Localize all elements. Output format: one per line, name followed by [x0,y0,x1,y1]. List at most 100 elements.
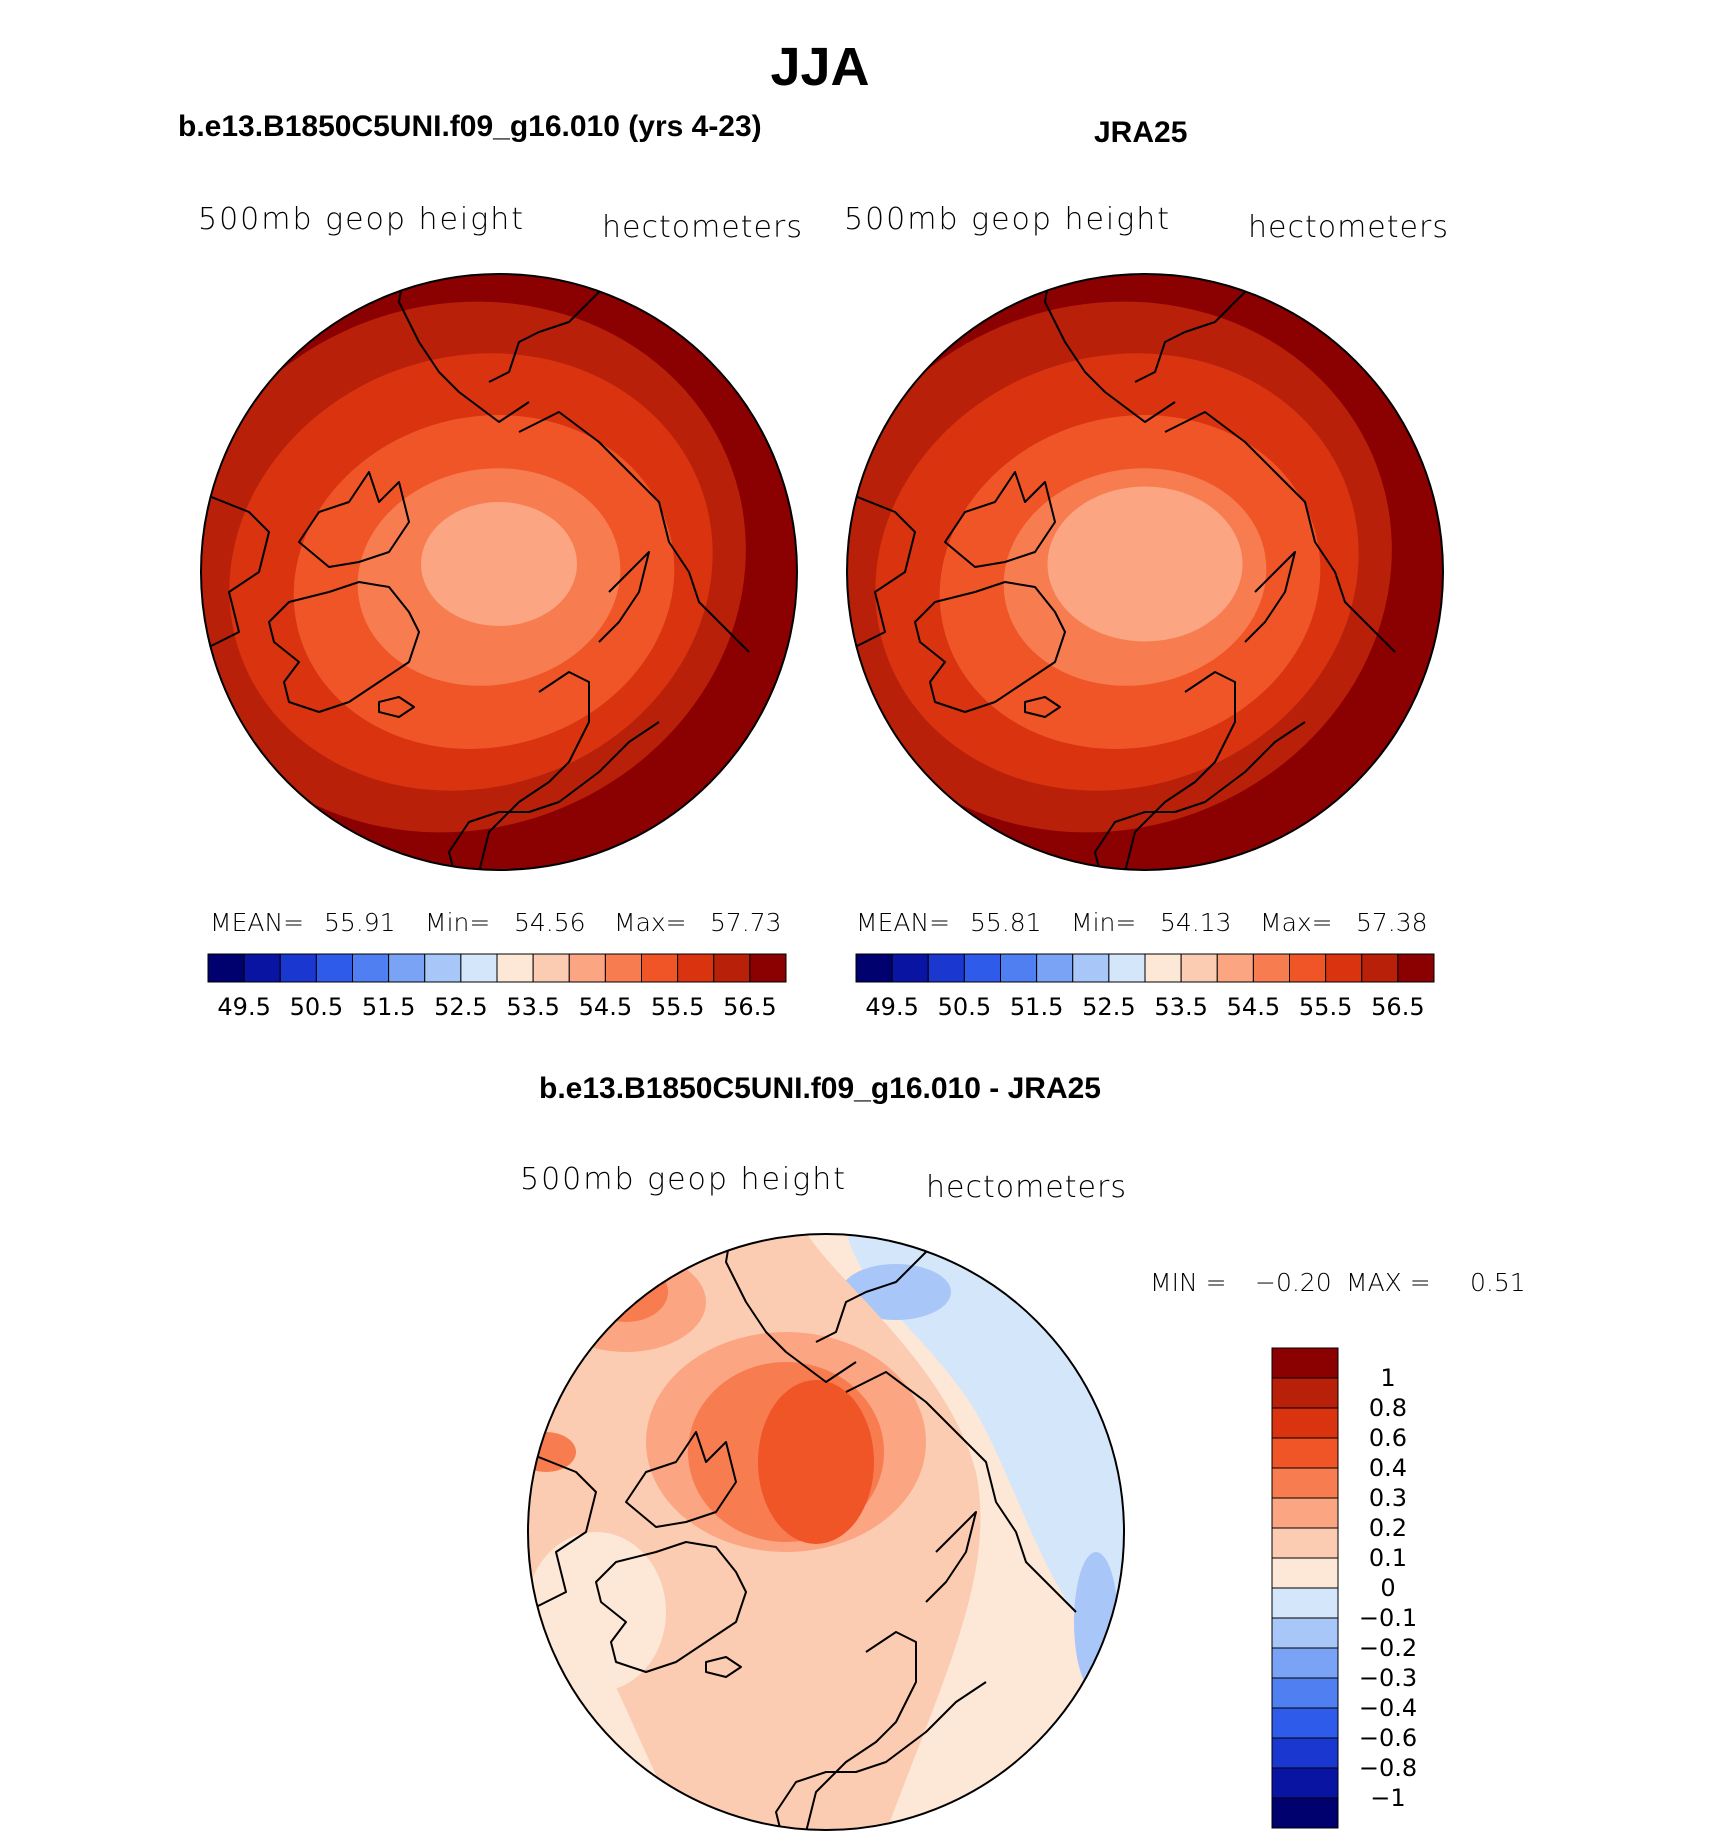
panel-1-coast-scandinavia [478,671,590,870]
panel-1-colorbar-tick-3: 51.5 [362,993,415,1021]
panel-3-colorbar-cell-2 [1271,1377,1339,1409]
panel-1-map-border [200,273,798,871]
panel-3-colorbar-tick-14: −0.8 [1359,1754,1417,1782]
panel-3-colorbar-cell-6 [1271,1497,1339,1529]
panel-1-colorbar-tick-4: 52.5 [434,993,487,1021]
panel-3-coast-novaya-zemlya [925,1511,977,1603]
panel-3-colorbar-cell-3 [1271,1407,1339,1439]
panel-1-coast-canada-archipelago [298,471,410,568]
panel-3-colorbar-cell-15 [1271,1767,1339,1799]
panel-3-map [527,1233,1125,1831]
panel-3-colorbar-cell-14 [1271,1737,1339,1769]
panel-2-colorbar-cell-6 [1036,953,1074,983]
panel-3-colorbar-cell-16 [1271,1797,1339,1829]
panel-3-colorbar-tick-8: 0 [1380,1574,1395,1602]
panel-1-colorbar-cell-7 [424,953,462,983]
panel-3-colorbar-tick-6: 0.2 [1369,1514,1407,1542]
panel-3-coast-canada-archipelago [625,1431,737,1528]
panel-3-coast-north-america-coast [528,1451,597,1613]
panel-2-coast-greenland [914,581,1066,713]
panel-3-coast-greenland [595,1541,747,1673]
panel-1-coast-greenland [268,581,420,713]
panel-2-colorbar-tick-3: 51.5 [1010,993,1063,1021]
panel-2-coast-north-america-coast [847,491,916,653]
panel-2-colorbar-cell-1 [855,953,893,983]
panel-3-colorbar-cell-10 [1271,1617,1339,1649]
panel-3-colorbar-cell-12 [1271,1677,1339,1709]
panel-1-colorbar: 49.5 50.5 51.5 52.5 53.5 54.5 55.5 56.5 [207,953,787,1021]
panel-2-colorbar-cell-7 [1072,953,1110,983]
panel-2-colorbar-tick-5: 53.5 [1154,993,1207,1021]
panel-2-colorbar-cell-3 [927,953,965,983]
panel-2-min-value: 54.13 [1160,908,1232,937]
panel-3-coast-europe-coast [775,1681,987,1830]
panel-1-colorbar-cell-14 [677,953,715,983]
panel-3-variable-label: 500mb geop height [520,1162,848,1197]
panel-3-coast-bering-coast [725,1234,857,1383]
panel-1-colorbar-tick-6: 54.5 [579,993,632,1021]
panel-1-colorbar-cell-9 [496,953,534,983]
panel-2-subtitle: JRA25 [1094,116,1188,149]
panel-2-colorbar-tick-7: 55.5 [1299,993,1352,1021]
panel-1-colorbar-tick-8: 56.5 [723,993,776,1021]
panel-2-colorbar-tick-4: 52.5 [1082,993,1135,1021]
figure-title: JJA [770,37,870,97]
panel-3-region-11 [528,1432,576,1472]
panel-3-colorbar-tick-3: 0.6 [1369,1424,1407,1452]
panel-2-coast-siberia-coast [1164,411,1396,653]
panel-2-colorbar-cell-9 [1144,953,1182,983]
panel-1-colorbar-cell-5 [352,953,390,983]
panel-3-subtitle: b.e13.B1850C5UNI.f09_g16.010 - JRA25 [539,1072,1101,1105]
panel-3-colorbar-cell-4 [1271,1437,1339,1469]
panel-2-colorbar-tick-1: 49.5 [865,993,918,1021]
panel-3-colorbar-tick-2: 0.8 [1369,1394,1407,1422]
panel-3-colorbar-cell-11 [1271,1647,1339,1679]
panel-3-max-label: MAX = [1346,1268,1431,1297]
panel-1-min-value: 54.56 [514,908,586,937]
panel-3-colorbar-cell-5 [1271,1467,1339,1499]
panel-1-max-label: Max= [614,908,687,937]
panel-3-coast-scandinavia [805,1631,917,1830]
panel-3-region-7 [546,1252,706,1352]
panel-2-colorbar-cell-10 [1180,953,1218,983]
panel-1-colorbar-cell-12 [604,953,642,983]
panel-1-min-label: Min= [425,908,491,937]
panel-2-coast-canada-archipelago [944,471,1056,568]
panel-2-coast-europe-coast [1094,721,1306,870]
panel-1-mean-label: MEAN= [210,908,305,937]
panel-2-colorbar-tick-6: 54.5 [1227,993,1280,1021]
panel-2-map [846,273,1444,871]
panel-1-colorbar-cell-13 [641,953,679,983]
panel-1-subtitle: b.e13.B1850C5UNI.f09_g16.010 (yrs 4-23) [178,110,762,143]
panel-3-colorbar-tick-15: −1 [1370,1784,1405,1812]
panel-1-colorbar-cell-16 [749,953,787,983]
panel-2-band-5 [1047,486,1243,642]
panel-2-coast-scandinavia [1124,671,1236,870]
panel-2-colorbar-cell-14 [1325,953,1363,983]
panel-1-colorbar-cell-10 [532,953,570,983]
panel-3-colorbar-cell-7 [1271,1527,1339,1559]
panel-1-coast-north-america-coast [201,491,270,653]
panel-3-min-label: MIN = [1150,1268,1227,1297]
panel-3-colorbar-tick-1: 1 [1380,1364,1395,1392]
panel-3-region-10 [584,1262,668,1322]
panel-3-map-border [527,1233,1125,1831]
panel-1-mean-value: 55.91 [324,908,396,937]
panel-1-variable-label: 500mb geop height [198,202,526,237]
panel-2-units: hectometers [1248,210,1449,245]
panel-2-colorbar-tick-2: 50.5 [938,993,991,1021]
panel-1-coast-iceland [378,696,415,718]
panel-3-coast-iceland [705,1656,742,1678]
panel-1-colorbar-tick-7: 55.5 [651,993,704,1021]
panel-2-colorbar-cell-4 [963,953,1001,983]
panel-2-mean-value: 55.81 [970,908,1042,937]
panel-1-band-5 [421,502,577,626]
panel-2-colorbar-cell-2 [891,953,929,983]
panel-1-coast-europe-coast [448,721,660,870]
panel-2-coast-novaya-zemlya [1244,551,1296,643]
panel-3-colorbar-tick-9: −0.1 [1359,1604,1417,1632]
panel-2-colorbar-cell-8 [1108,953,1146,983]
panel-1-colorbar-cell-8 [460,953,498,983]
panel-3-colorbar-cell-8 [1271,1557,1339,1589]
panel-3-colorbar-tick-5: 0.3 [1369,1484,1407,1512]
